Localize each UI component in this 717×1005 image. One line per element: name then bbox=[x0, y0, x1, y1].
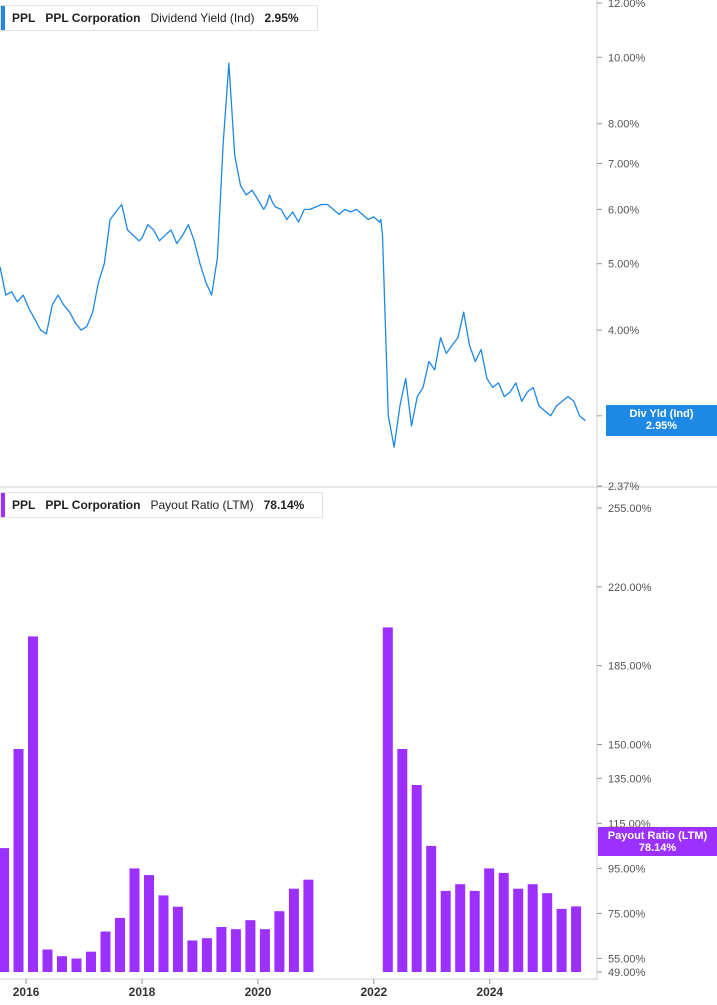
y-tick-label: 55.00% bbox=[608, 953, 646, 965]
y-tick-label: 255.00% bbox=[608, 503, 652, 515]
payout-ratio-bar bbox=[382, 627, 393, 972]
x-tick-label: 2018 bbox=[129, 985, 156, 999]
payout-ratio-bars bbox=[0, 627, 582, 972]
bottom-legend[interactable]: PPL PPL Corporation Payout Ratio (LTM) 7… bbox=[0, 492, 324, 518]
payout-ratio-bar bbox=[28, 636, 38, 972]
payout-ratio-bar bbox=[100, 931, 111, 972]
y-tick-label: 135.00% bbox=[608, 773, 652, 785]
payout-ratio-bar bbox=[542, 893, 553, 972]
payout-ratio-bar bbox=[556, 908, 567, 972]
y-tick-label: 75.00% bbox=[608, 908, 646, 920]
payout-ratio-bar bbox=[144, 875, 154, 972]
x-tick-label: 2024 bbox=[476, 985, 503, 999]
y-tick-label: 185.00% bbox=[608, 661, 652, 673]
payout-ratio-bar bbox=[259, 929, 270, 972]
payout-ratio-bar bbox=[527, 884, 538, 972]
payout-ratio-bar bbox=[187, 940, 198, 972]
payout-ratio-bar bbox=[115, 917, 125, 972]
flag-value: 2.95% bbox=[645, 420, 678, 432]
payout-ratio-bar bbox=[498, 872, 509, 972]
payout-ratio-bar bbox=[571, 906, 582, 972]
payout-ratio-bar bbox=[57, 956, 67, 972]
metric-label: Payout Ratio (LTM) bbox=[150, 498, 254, 512]
payout-ratio-bar bbox=[440, 890, 451, 972]
flag-label: Payout Ratio (LTM) bbox=[607, 830, 708, 842]
company-label: PPL Corporation bbox=[45, 498, 141, 512]
y-tick-label: 150.00% bbox=[608, 740, 652, 752]
y-tick-label: 8.00% bbox=[608, 119, 639, 131]
y-tick-label: 4.00% bbox=[608, 325, 639, 337]
payout-ratio-bar bbox=[0, 848, 10, 972]
payout-ratio-bar bbox=[469, 890, 480, 972]
company-label: PPL Corporation bbox=[45, 11, 141, 25]
metric-label: Dividend Yield (Ind) bbox=[150, 11, 255, 25]
y-tick-label: 12.00% bbox=[608, 0, 646, 10]
metric-value: 78.14% bbox=[263, 498, 305, 512]
payout-ratio-bar bbox=[42, 949, 53, 972]
dividend-yield-series-line bbox=[0, 62, 586, 448]
payout-ratio-bar bbox=[397, 749, 408, 972]
ticker-label: PPL bbox=[12, 498, 36, 512]
flag-value: 78.14% bbox=[638, 842, 677, 854]
payout-ratio-bar bbox=[274, 911, 285, 972]
payout-ratio-bar bbox=[288, 888, 299, 972]
payout-ratio-value-flag: Payout Ratio (LTM) 78.14% bbox=[598, 827, 717, 856]
payout-ratio-bar bbox=[172, 906, 183, 972]
y-tick-label: 6.00% bbox=[608, 204, 639, 216]
payout-ratio-bar bbox=[201, 938, 212, 972]
x-axis: 2016 2018 2020 2022 2024 bbox=[13, 979, 503, 999]
payout-ratio-bar bbox=[71, 958, 82, 972]
top-y-axis: 12.00%10.00%8.00%7.00%6.00%5.00%4.00%3.0… bbox=[597, 0, 646, 493]
series-color-swatch bbox=[1, 6, 5, 30]
y-tick-label: 220.00% bbox=[608, 582, 652, 594]
x-tick-label: 2016 bbox=[13, 985, 40, 999]
x-tick-label: 2022 bbox=[360, 985, 387, 999]
flag-label: Div Yld (Ind) bbox=[629, 408, 694, 420]
series-color-swatch bbox=[1, 493, 5, 517]
payout-ratio-bar bbox=[129, 868, 140, 972]
payout-ratio-bar bbox=[411, 785, 422, 972]
y-tick-label: 49.00% bbox=[608, 967, 646, 979]
payout-ratio-bar bbox=[245, 920, 256, 972]
metric-value: 2.95% bbox=[264, 11, 299, 25]
payout-ratio-bar bbox=[230, 929, 241, 972]
dividend-yield-value-flag: Div Yld (Ind) 2.95% bbox=[606, 405, 717, 436]
payout-ratio-bar bbox=[513, 888, 524, 972]
payout-ratio-bar bbox=[455, 884, 466, 972]
y-tick-label: 5.00% bbox=[608, 259, 639, 271]
payout-ratio-bar bbox=[426, 845, 437, 972]
bottom-y-axis: 255.00%220.00%185.00%150.00%135.00%115.0… bbox=[597, 503, 652, 979]
y-tick-label: 95.00% bbox=[608, 863, 646, 875]
payout-ratio-bar bbox=[158, 895, 169, 972]
payout-ratio-bar bbox=[13, 749, 24, 972]
y-tick-label: 10.00% bbox=[608, 52, 646, 64]
x-tick-label: 2020 bbox=[245, 985, 272, 999]
payout-ratio-bar bbox=[86, 951, 96, 972]
payout-ratio-bar bbox=[303, 879, 314, 972]
dividend-yield-line bbox=[0, 62, 586, 448]
payout-ratio-bar bbox=[484, 868, 495, 972]
y-tick-label: 7.00% bbox=[608, 159, 639, 171]
top-legend[interactable]: PPL PPL Corporation Dividend Yield (Ind)… bbox=[0, 5, 318, 31]
ticker-label: PPL bbox=[12, 11, 36, 25]
y-tick-label: 2.37% bbox=[608, 481, 639, 493]
payout-ratio-bar bbox=[216, 927, 227, 972]
